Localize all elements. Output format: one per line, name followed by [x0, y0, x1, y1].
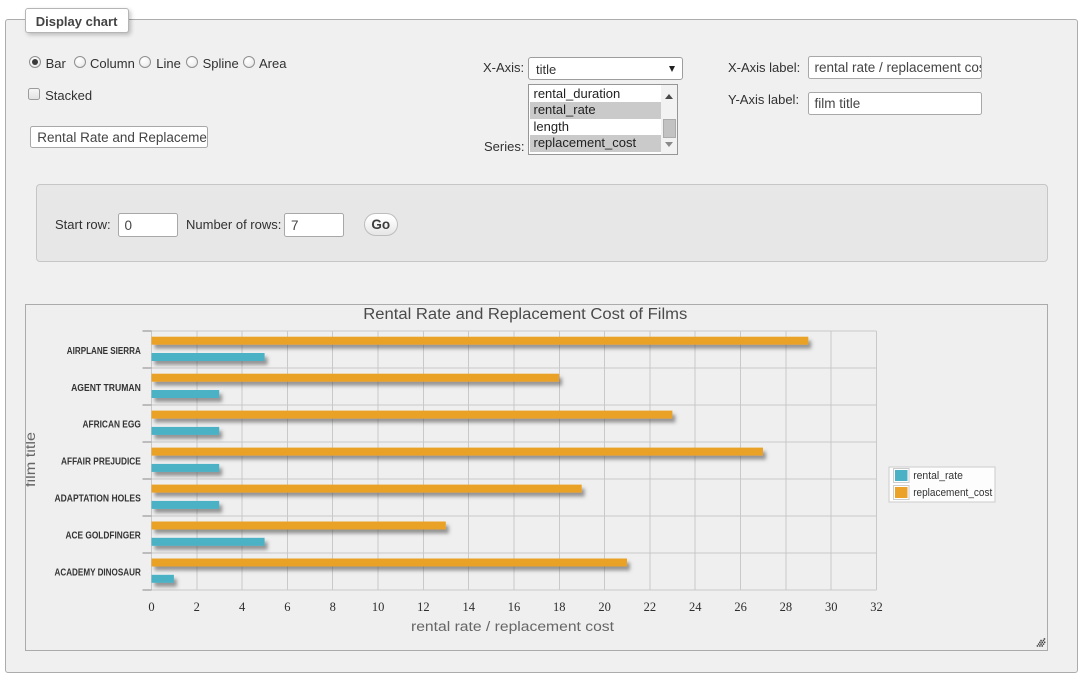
svg-text:8: 8 — [329, 600, 335, 614]
svg-text:rental_rate: rental_rate — [913, 470, 963, 482]
svg-text:Rental Rate and Replacement Co: Rental Rate and Replacement Cost of Film… — [363, 306, 687, 323]
svg-text:AFRICAN EGG: AFRICAN EGG — [82, 420, 140, 431]
svg-text:4: 4 — [238, 600, 245, 614]
svg-text:18: 18 — [553, 600, 566, 614]
svg-text:26: 26 — [734, 600, 747, 614]
svg-text:rental rate / replacement cost: rental rate / replacement cost — [411, 619, 614, 634]
svg-text:22: 22 — [643, 600, 656, 614]
svg-text:16: 16 — [507, 600, 520, 614]
svg-text:2: 2 — [193, 600, 199, 614]
svg-text:28: 28 — [779, 600, 792, 614]
svg-text:6: 6 — [284, 600, 290, 614]
svg-text:ADAPTATION HOLES: ADAPTATION HOLES — [54, 494, 141, 505]
svg-text:AGENT TRUMAN: AGENT TRUMAN — [71, 383, 141, 394]
svg-text:replacement_cost: replacement_cost — [913, 487, 992, 499]
svg-text:32: 32 — [870, 600, 883, 614]
svg-text:12: 12 — [417, 600, 430, 614]
svg-text:10: 10 — [371, 600, 384, 614]
svg-text:14: 14 — [462, 600, 475, 614]
svg-text:ACADEMY DINOSAUR: ACADEMY DINOSAUR — [54, 568, 141, 579]
svg-text:AIRPLANE SIERRA: AIRPLANE SIERRA — [66, 346, 140, 357]
svg-text:ACE GOLDFINGER: ACE GOLDFINGER — [65, 531, 141, 542]
svg-text:24: 24 — [688, 600, 701, 614]
svg-text:0: 0 — [148, 600, 154, 614]
svg-text:20: 20 — [598, 600, 611, 614]
svg-text:30: 30 — [824, 600, 837, 614]
svg-text:AFFAIR PREJUDICE: AFFAIR PREJUDICE — [61, 457, 141, 468]
svg-text:film title: film title — [26, 432, 38, 487]
